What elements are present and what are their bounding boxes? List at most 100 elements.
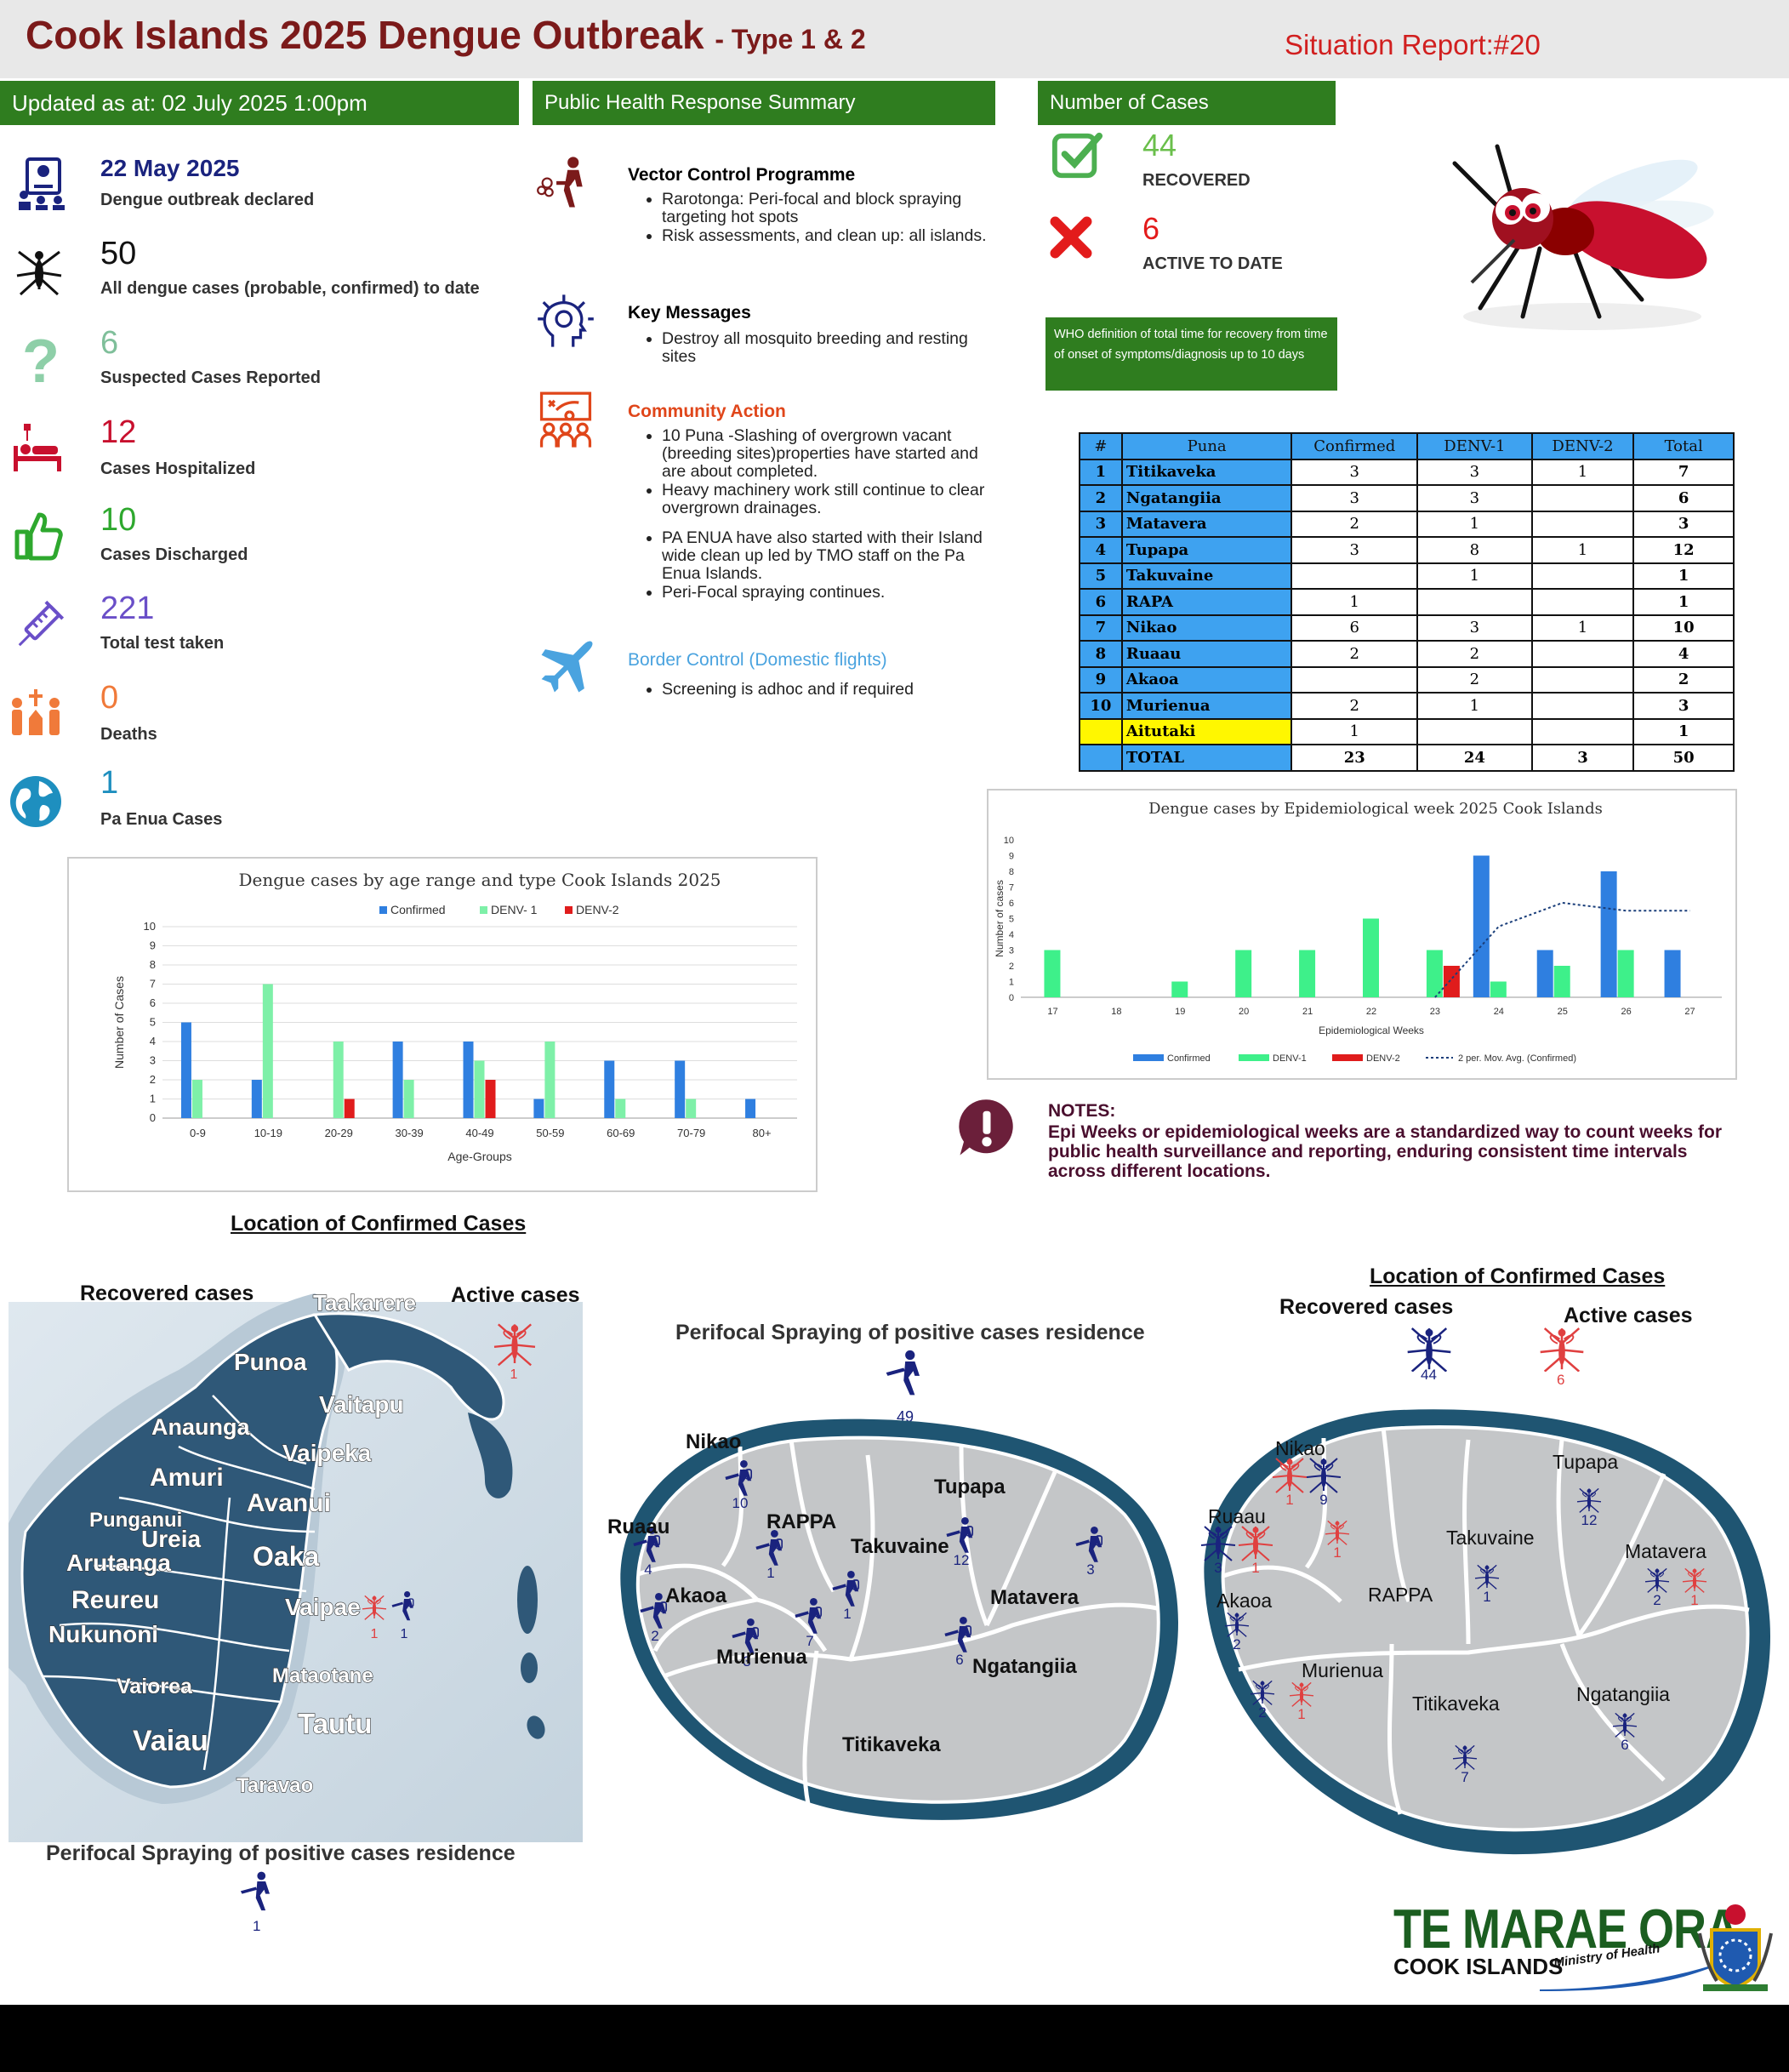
map1-title: Location of Confirmed Cases <box>231 1212 527 1236</box>
response-bar: Public Health Response Summary <box>533 81 995 125</box>
column-header: DENV-2 <box>1530 432 1635 460</box>
table-cell <box>1290 562 1419 590</box>
place-label: Reureu <box>71 1586 159 1614</box>
y-tick-label: 6 <box>150 996 156 1009</box>
y-tick-label: 3 <box>1009 946 1014 956</box>
notes-title: NOTES: <box>1048 1101 1116 1121</box>
table-cell: Ruaau <box>1120 640 1293 668</box>
place-label: Anaunga <box>151 1414 250 1440</box>
age-chart: Dengue cases by age range and type Cook … <box>112 870 797 1163</box>
place-label: Mataotane <box>272 1664 373 1687</box>
table-cell <box>1530 484 1635 512</box>
place-label: Vaiorea <box>117 1675 193 1698</box>
map2-title: Perifocal Spraying of positive cases res… <box>675 1321 1145 1344</box>
y-tick-label: 3 <box>150 1054 156 1067</box>
bullet-item: 10 Puna -Slashing of overgrown vacant (b… <box>662 427 1002 481</box>
marker-count: 12 <box>1581 1512 1598 1528</box>
bar-denv-1 <box>1363 918 1379 997</box>
bar-denv-1 <box>615 1099 626 1118</box>
stat-label: Deaths <box>100 725 157 744</box>
y-tick-label: 9 <box>1009 852 1014 862</box>
stat-label: All dengue cases (probable, confirmed) t… <box>100 279 480 298</box>
table-cell: 3 <box>1530 744 1635 772</box>
bar-confirmed <box>1473 855 1490 997</box>
table-row: 1 Titikaveka 3 3 1 7 <box>1079 458 1735 486</box>
legend-swatch <box>1239 1054 1269 1061</box>
bar-denv-1 <box>262 984 273 1118</box>
bar-denv-1 <box>403 1080 414 1118</box>
bar-confirmed <box>251 1080 262 1118</box>
section-title: Community Action <box>628 402 786 421</box>
spraying-worker-icon <box>240 1871 270 1911</box>
bar-confirmed <box>463 1042 474 1118</box>
place-label: Akaoa <box>665 1584 727 1607</box>
marker-count: 2 <box>1258 1704 1266 1721</box>
bar-confirmed <box>745 1099 756 1118</box>
table-cell: Nikao <box>1120 614 1293 642</box>
table-header-row: # Puna Confirmed DENV-1 DENV-2 Total <box>1079 432 1735 460</box>
table-row: 10 Murienua 2 1 3 <box>1079 692 1735 720</box>
marker-count: 10 <box>732 1495 749 1511</box>
mosquito-blue-icon <box>1576 1487 1602 1513</box>
table-cell: RAPA <box>1120 588 1293 616</box>
active-count: 6 <box>1142 211 1160 246</box>
aitutaki-map: Taakarere Punoa Vaitapu Anaunga Vaipeka … <box>9 1289 583 1842</box>
table-cell <box>1530 640 1635 668</box>
stat-value: 6 <box>100 325 119 361</box>
mosquito-red-icon <box>1289 1681 1314 1707</box>
table-cell: 1 <box>1530 536 1635 564</box>
table-cell: 24 <box>1416 744 1533 772</box>
y-tick-label: 4 <box>150 1035 156 1047</box>
stat-value: 0 <box>100 680 119 716</box>
y-tick-label: 7 <box>150 978 156 990</box>
place-label: Ruaau <box>607 1515 669 1538</box>
mosquito-blue-icon <box>1407 1327 1451 1372</box>
bullet-list: 10 Puna -Slashing of overgrown vacant (b… <box>628 427 1002 602</box>
place-label: Matavera <box>990 1586 1080 1609</box>
x-tick-label: 40-49 <box>465 1127 493 1139</box>
table-row: 6 RAPA 1 1 <box>1079 588 1735 616</box>
table-cell: 10 <box>1079 692 1123 720</box>
bar-confirmed <box>1600 871 1617 997</box>
table-cell: 1 <box>1290 717 1419 745</box>
y-tick-label: 1 <box>150 1093 156 1105</box>
table-cell <box>1530 562 1635 590</box>
table-cell: Murienua <box>1120 692 1293 720</box>
bar-denv-1 <box>191 1080 202 1118</box>
spraying-worker-icon <box>832 1571 860 1607</box>
coat-of-arms-icon <box>1698 1904 1773 1991</box>
place-label: Vaipeka <box>282 1440 372 1466</box>
table-cell: 2 <box>1632 665 1735 694</box>
table-cell: 2 <box>1290 640 1419 668</box>
table-cell: 10 <box>1632 614 1735 642</box>
x-tick-label: 26 <box>1621 1007 1632 1017</box>
x-tick-label: 80+ <box>753 1127 772 1139</box>
table-cell: Matavera <box>1120 510 1293 538</box>
bar-denv-1 <box>474 1060 485 1118</box>
bullet-item: Screening is adhoc and if required <box>662 681 1002 699</box>
stat-label: Cases Hospitalized <box>100 459 256 478</box>
table-cell: 3 <box>1632 510 1735 538</box>
bar-denv-1 <box>544 1042 556 1118</box>
cases-bar: Number of Cases <box>1038 81 1336 125</box>
spraying-worker-icon <box>795 1598 823 1634</box>
y-tick-label: 6 <box>1009 899 1014 909</box>
place-label: Ngatangiia <box>1576 1683 1670 1705</box>
x-tick-label: 19 <box>1175 1007 1185 1017</box>
map3-recovered-total: 44 <box>1421 1367 1437 1383</box>
bullet-item: Heavy machinery work still continue to c… <box>662 482 1002 517</box>
table-cell: Aitutaki <box>1120 717 1293 745</box>
table-cell: 7 <box>1632 458 1735 486</box>
bar-confirmed <box>675 1060 686 1118</box>
airplane-icon <box>541 641 593 693</box>
y-tick-label: 5 <box>1009 915 1014 925</box>
bullet-list: Destroy all mosquito breeding and restin… <box>628 330 1002 367</box>
legend-swatch <box>1133 1054 1164 1061</box>
place-label: Nikao <box>1275 1437 1325 1459</box>
mourning-family-icon <box>12 689 60 735</box>
age-chart-box: Dengue cases by age range and type Cook … <box>67 857 818 1192</box>
spraying-worker-icon <box>725 1460 753 1496</box>
trend-line <box>1434 901 1690 998</box>
epi-chart: Dengue cases by Epidemiological week 202… <box>994 800 1722 1064</box>
mosquito-red-icon <box>1325 1520 1350 1545</box>
